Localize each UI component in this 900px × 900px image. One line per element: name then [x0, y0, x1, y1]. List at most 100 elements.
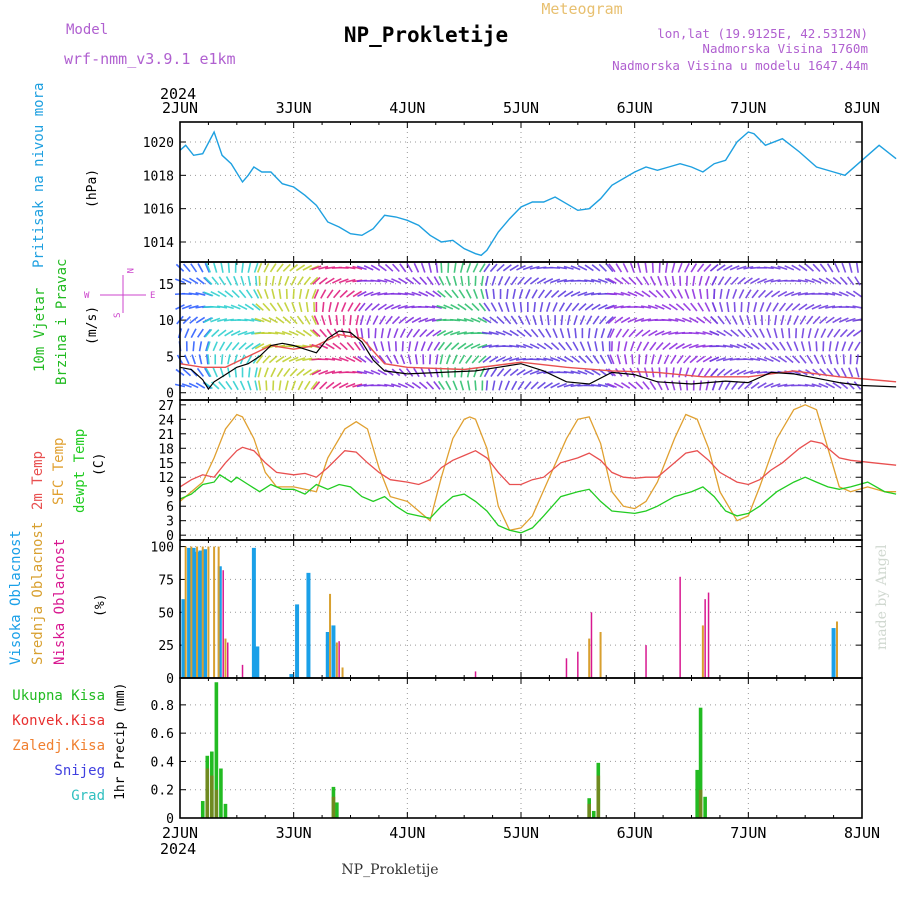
wind-arrow [244, 331, 255, 336]
wind-arrow [289, 264, 299, 272]
y-tick-label: 100 [151, 541, 174, 556]
model-name: wrf-nmm_v3.9.1 e1km [64, 50, 236, 68]
wind-arrow [620, 291, 631, 297]
precip-conv-bar [698, 789, 703, 818]
wind-arrow [502, 330, 513, 337]
wind-arrow [763, 382, 774, 389]
wind-arrow [328, 315, 332, 326]
wind-arrow [724, 276, 732, 286]
wind-arrow [644, 354, 648, 365]
wind-arrow [668, 331, 679, 336]
wind-arrow [682, 355, 691, 364]
wind-arrow [592, 354, 600, 364]
wind-arrow [313, 315, 320, 326]
wind-arrow [298, 301, 303, 313]
wind-arrow [529, 343, 540, 350]
wind-arrow [750, 342, 760, 350]
wind-arrow [248, 367, 251, 378]
wind-arrow [709, 330, 720, 336]
wind-arrow [737, 277, 746, 285]
wind-arrow [627, 317, 638, 323]
wind-arrow [397, 304, 408, 310]
wind-arrow [352, 290, 362, 298]
wind-arrow [275, 355, 285, 363]
pressure-unit: (hPa) [85, 169, 100, 208]
wind-arrow [302, 264, 313, 271]
wind-arrow [699, 288, 703, 300]
wind-arrow [757, 278, 767, 284]
wind-arrow [372, 315, 379, 325]
wind-arrow [736, 369, 747, 376]
wind-arrow [418, 317, 429, 323]
wind-arrow [668, 342, 678, 350]
wind-arrow [655, 289, 664, 299]
wind-arrow [716, 356, 727, 362]
wind-arrow [697, 302, 704, 312]
precip-total-bar [200, 801, 205, 818]
wind-arrow [387, 341, 391, 352]
wind-arrow [191, 354, 196, 365]
wind-arrow [688, 331, 699, 335]
wind-arrow [237, 304, 248, 310]
wind-arrow [331, 370, 342, 375]
wind-arrow [834, 262, 840, 273]
wind-arrow [220, 354, 224, 365]
wind-arrow [204, 276, 213, 285]
wind-arrow [813, 354, 820, 365]
cloud-bar [213, 546, 216, 678]
y-tick-label: 24 [158, 413, 174, 428]
wind-arrow [719, 288, 723, 300]
wind-arrow [738, 315, 745, 326]
wind-ylabel-1: 10m Vjetar [32, 288, 48, 372]
wind-arrow [845, 290, 856, 298]
x-tick-label-bottom: 2JUN [162, 824, 198, 842]
wind-arrow [377, 369, 388, 376]
cloud-bar [599, 632, 602, 678]
wind-arrow [525, 289, 531, 299]
wind-arrow [358, 302, 366, 312]
wind-arrow [262, 302, 271, 312]
wind-arrow [391, 315, 401, 325]
wind-arrow [303, 276, 312, 286]
wind-arrow [445, 380, 452, 391]
wind-arrow [320, 315, 326, 326]
credit-label: made by Angel [874, 544, 890, 650]
cloud-bar [190, 546, 193, 678]
wind-arrow [331, 357, 342, 362]
wind-arrow [282, 316, 292, 324]
wind-arrow [591, 303, 601, 311]
x-tick-label-bottom: 8JUN [844, 824, 880, 842]
wind-arrow [533, 301, 536, 313]
dewpt-line [179, 473, 897, 534]
wind-arrow [312, 381, 321, 390]
wind-arrow [213, 262, 218, 273]
wind-arrow [284, 275, 290, 286]
wind-arrow [438, 276, 445, 286]
footer-title: NP_Prokletije [341, 862, 438, 878]
wind-arrow [661, 303, 672, 311]
wind-arrow [564, 356, 574, 363]
wind-arrow [377, 292, 388, 296]
wind-arrow [519, 301, 523, 313]
wind-arrow [543, 342, 553, 350]
wind-arrow [743, 343, 754, 350]
wind-arrow [825, 305, 836, 309]
y-tick-label: 3 [166, 515, 174, 530]
wind-arrow [733, 301, 736, 313]
wind-arrow [275, 316, 285, 324]
wind-arrow [546, 315, 550, 326]
wind-arrow [205, 341, 210, 352]
wind-arrow [445, 275, 451, 286]
wind-arrow [784, 265, 795, 271]
wind-arrow [550, 356, 561, 362]
wind-arrow [695, 344, 706, 349]
wind-arrow [579, 341, 586, 352]
wind-arrow [503, 315, 512, 325]
wind-arrow [426, 381, 435, 390]
wind-arrow [378, 354, 387, 364]
wind-arrow [731, 315, 738, 325]
y-tick-label: 0 [166, 529, 174, 544]
wind-arrow [238, 289, 247, 299]
wind-arrow [413, 367, 420, 378]
wind-arrow [465, 354, 473, 364]
